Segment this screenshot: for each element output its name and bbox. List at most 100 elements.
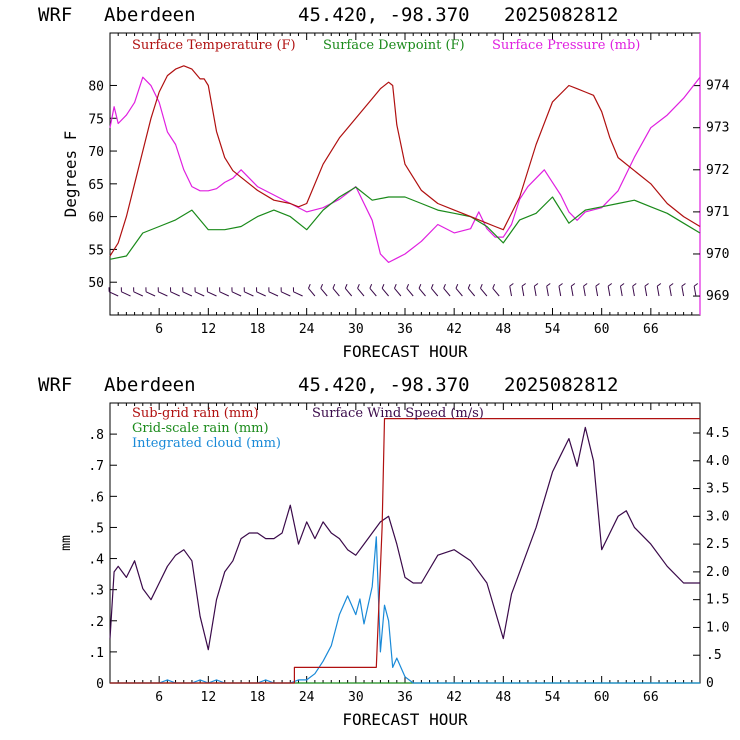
wind-barb	[644, 283, 649, 297]
wind-barb-staff	[344, 288, 353, 297]
wind-barb	[268, 287, 279, 297]
wind-barb-staff	[381, 288, 389, 297]
wind-barb-staff	[681, 286, 685, 297]
wind-barb-staff	[430, 288, 439, 297]
wind-barb	[381, 284, 389, 297]
wind-barb-staff	[281, 291, 291, 297]
wind-barb-staff	[406, 288, 414, 297]
wind-barb-flag	[406, 284, 410, 289]
wind-barb-flag	[369, 284, 373, 289]
wind-barb	[292, 287, 303, 297]
wind-barb-staff	[293, 291, 303, 297]
wind-barb-flag	[632, 283, 637, 287]
y2-tick-label: 2.0	[706, 565, 729, 580]
wind-barb-flag	[332, 284, 336, 289]
wind-barb	[344, 284, 353, 297]
wind-barb-staff	[595, 286, 599, 297]
wind-barb-staff	[492, 288, 500, 297]
y-tick-label: .7	[88, 459, 104, 474]
wind-barb-staff	[158, 291, 168, 297]
wind-barb-flag	[320, 284, 324, 289]
station-name: Aberdeen	[104, 4, 196, 26]
legend-item: Surface Dewpoint (F)	[323, 38, 465, 53]
wind-barb	[632, 283, 637, 297]
wind-barb	[133, 287, 144, 297]
legend-item: Surface Temperature (F)	[132, 38, 296, 53]
x-tick-label: 30	[348, 322, 364, 337]
bottom-header: WRF Aberdeen 45.420, -98.370 2025082812	[0, 372, 740, 400]
x-tick-label: 48	[496, 690, 512, 705]
wind-barb-staff	[669, 286, 672, 297]
x-tick-label: 66	[643, 690, 659, 705]
wind-barb	[280, 287, 291, 297]
wind-barb-staff	[369, 288, 377, 297]
wind-barb	[619, 283, 625, 297]
wind-barb-staff	[219, 291, 230, 297]
wind-barb	[533, 283, 539, 297]
top-header: WRF Aberdeen 45.420, -98.370 2025082812	[0, 2, 740, 30]
x-axis-label: FORECAST HOUR	[342, 342, 468, 361]
series-pressure	[109, 76, 701, 263]
y-tick-label: 0	[96, 677, 104, 692]
wind-barb-staff	[521, 286, 525, 297]
y-axis-label: Degrees F	[61, 131, 80, 218]
wind-barb-staff	[145, 291, 156, 297]
y2-tick-label: 1.5	[706, 593, 729, 608]
wind-barb	[669, 283, 674, 297]
wind-barb-flag	[268, 287, 270, 292]
y2-tick-label: 0	[706, 676, 714, 691]
wind-barb	[219, 287, 230, 297]
y-tick-label: .2	[88, 615, 104, 630]
wind-barb-staff	[170, 291, 180, 297]
x-axis-label: FORECAST HOUR	[342, 710, 468, 729]
wind-barb	[332, 284, 340, 297]
wind-barb-flag	[381, 284, 385, 289]
top-chart: 6 12 18 24 30 36 42 48 54 60 66 FORECAST HOUR 50 55 60…	[61, 32, 730, 361]
x-tick-label: 6	[155, 322, 163, 337]
model-name: WRF	[38, 374, 73, 396]
y-tick-label: 80	[88, 79, 104, 94]
wind-barb	[206, 287, 217, 297]
wind-barb	[256, 287, 266, 297]
wind-barb-flag	[480, 284, 483, 289]
wind-barb-staff	[558, 286, 562, 297]
wind-barb-staff	[194, 291, 205, 297]
wind-barb-staff	[480, 288, 488, 297]
wind-barb-staff	[533, 286, 537, 297]
x-tick-label: 12	[201, 690, 217, 705]
legend-item: Surface Pressure (mb)	[492, 38, 640, 53]
wind-barb	[357, 284, 365, 297]
y-tick-label: .1	[88, 646, 104, 661]
wind-barb	[656, 283, 662, 297]
y-tick-label: .6	[88, 490, 104, 505]
y2-tick-label: 4.0	[706, 454, 729, 469]
wind-barb	[182, 287, 193, 297]
y2-tick-label: 971	[706, 205, 729, 220]
wind-barb	[521, 283, 526, 297]
wind-barb-flag	[219, 287, 221, 292]
wind-barb-flag	[292, 287, 295, 292]
bottom-chart: 6 12 18 24 30 36 42 48 54 60 66 FORECAST HOUR 0 .1 .2.…	[59, 402, 729, 729]
y-tick-label: 50	[88, 276, 104, 291]
wind-barb-staff	[570, 286, 574, 297]
wind-barb	[443, 284, 451, 297]
wind-barb-staff	[244, 291, 254, 297]
x-tick-label: 42	[446, 690, 462, 705]
wind-barb-staff	[607, 286, 611, 297]
x-tick-label: 36	[397, 322, 413, 337]
x-tick-label: 36	[397, 690, 413, 705]
wind-barb-staff	[357, 288, 365, 297]
y2-tick-label: 2.5	[706, 537, 729, 552]
wind-barb-staff	[121, 291, 131, 297]
x-tick-label: 60	[594, 690, 610, 705]
series-integrated-cloud	[110, 536, 700, 684]
wind-barb	[509, 283, 514, 297]
wind-barb-flag	[620, 283, 625, 287]
wind-barb-flag	[344, 284, 348, 289]
wind-barb-staff	[320, 288, 328, 297]
wind-barb-flag	[583, 283, 588, 287]
wind-barb-flag	[243, 287, 245, 292]
wind-barb-flag	[467, 284, 471, 289]
wind-barb-flag	[157, 287, 159, 292]
run-time: 2025082812	[504, 4, 619, 26]
